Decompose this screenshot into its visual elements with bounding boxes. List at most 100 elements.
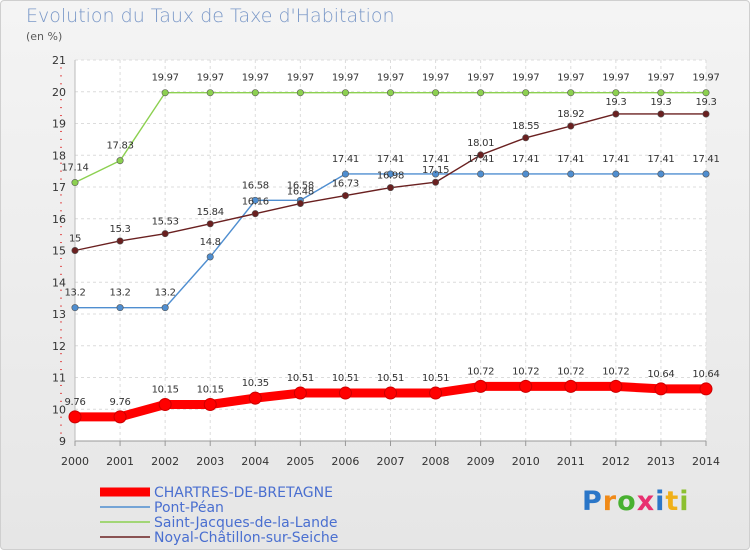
x-tick-label: 2002 bbox=[151, 455, 179, 468]
data-label: 16.58 bbox=[242, 180, 269, 191]
y-tick-label: 9 bbox=[59, 435, 66, 448]
data-label: 19.97 bbox=[557, 73, 584, 84]
data-point bbox=[386, 89, 394, 97]
data-point bbox=[654, 382, 668, 396]
data-label: 19.97 bbox=[152, 73, 179, 84]
data-point bbox=[567, 89, 575, 97]
data-point bbox=[203, 397, 217, 411]
y-tick-label: 21 bbox=[52, 54, 66, 67]
data-label: 16.73 bbox=[332, 179, 359, 190]
data-point bbox=[477, 89, 485, 97]
x-tick-label: 2013 bbox=[647, 455, 675, 468]
data-label: 15 bbox=[69, 234, 81, 245]
data-label: 17.83 bbox=[107, 141, 134, 152]
data-label: 17.41 bbox=[557, 154, 584, 165]
data-point bbox=[338, 386, 352, 400]
data-label: 17.41 bbox=[332, 154, 359, 165]
data-label: 19.97 bbox=[512, 73, 539, 84]
data-label: 17.41 bbox=[692, 154, 719, 165]
logo-letter: r bbox=[602, 486, 618, 517]
data-point bbox=[699, 382, 713, 396]
data-label: 17.41 bbox=[512, 154, 539, 165]
data-point bbox=[251, 89, 259, 97]
data-point bbox=[293, 386, 307, 400]
logo-letter: i bbox=[679, 486, 690, 517]
data-point bbox=[341, 89, 349, 97]
data-point bbox=[702, 170, 710, 178]
data-point bbox=[386, 170, 394, 178]
data-label: 10.51 bbox=[287, 373, 314, 384]
data-label: 18.55 bbox=[512, 121, 539, 132]
data-label: 10.72 bbox=[467, 366, 494, 377]
data-point bbox=[702, 110, 710, 118]
data-label: 9.76 bbox=[64, 397, 85, 408]
data-point bbox=[657, 89, 665, 97]
data-point bbox=[612, 89, 620, 97]
data-point bbox=[251, 210, 259, 218]
data-label: 17.15 bbox=[422, 165, 449, 176]
data-label: 16.98 bbox=[377, 171, 404, 182]
data-label: 17.41 bbox=[647, 154, 674, 165]
data-label: 19.97 bbox=[242, 73, 269, 84]
data-point bbox=[612, 170, 620, 178]
logo-letter: x bbox=[636, 486, 656, 517]
data-point bbox=[68, 410, 82, 424]
data-label: 10.64 bbox=[692, 369, 719, 380]
x-tick-label: 2005 bbox=[286, 455, 314, 468]
series-lines bbox=[68, 89, 713, 424]
data-label: 19.97 bbox=[602, 73, 629, 84]
data-point bbox=[519, 379, 533, 393]
y-tick-label: 14 bbox=[52, 276, 66, 289]
data-label: 14.8 bbox=[200, 237, 221, 248]
legend-label: CHARTRES-DE-BRETAGNE bbox=[154, 485, 333, 501]
x-tick-label: 2010 bbox=[512, 455, 540, 468]
data-label: 9.76 bbox=[110, 397, 131, 408]
grid bbox=[74, 59, 707, 442]
y-tick-label: 18 bbox=[52, 149, 66, 162]
data-point bbox=[432, 170, 440, 178]
data-label: 13.2 bbox=[64, 288, 85, 299]
data-label: 10.72 bbox=[602, 366, 629, 377]
data-point bbox=[657, 170, 665, 178]
data-label: 17.41 bbox=[377, 154, 404, 165]
data-point bbox=[567, 170, 575, 178]
data-point bbox=[522, 134, 530, 142]
y-tick-label: 10 bbox=[52, 403, 66, 416]
x-tick-label: 2003 bbox=[196, 455, 224, 468]
x-tick-label: 2004 bbox=[241, 455, 269, 468]
data-label: 19.3 bbox=[605, 97, 626, 108]
data-label: 10.35 bbox=[242, 378, 269, 389]
data-point bbox=[206, 220, 214, 228]
data-label: 10.64 bbox=[647, 369, 674, 380]
x-tick-label: 2001 bbox=[106, 455, 134, 468]
data-point bbox=[567, 122, 575, 130]
data-label: 19.97 bbox=[422, 73, 449, 84]
data-point bbox=[158, 397, 172, 411]
y-tick-label: 13 bbox=[52, 308, 66, 321]
y-tick-label: 15 bbox=[52, 245, 66, 258]
data-point bbox=[341, 170, 349, 178]
x-tick-label: 2011 bbox=[557, 455, 585, 468]
plot-area bbox=[75, 60, 706, 441]
data-label: 19.97 bbox=[647, 73, 674, 84]
data-label: 10.15 bbox=[197, 384, 224, 395]
legend-label: Saint-Jacques-de-la-Lande bbox=[154, 515, 338, 531]
data-point bbox=[432, 178, 440, 186]
data-point bbox=[206, 89, 214, 97]
data-point bbox=[248, 391, 262, 405]
logo-letter: i bbox=[655, 486, 666, 517]
data-point bbox=[657, 110, 665, 118]
data-point bbox=[296, 200, 304, 208]
data-label: 15.3 bbox=[110, 224, 131, 235]
data-label: 19.3 bbox=[650, 97, 671, 108]
data-point bbox=[432, 89, 440, 97]
data-label: 19.3 bbox=[695, 97, 716, 108]
data-point bbox=[296, 89, 304, 97]
data-label: 17.41 bbox=[422, 154, 449, 165]
data-label: 10.72 bbox=[512, 366, 539, 377]
x-tick-label: 2000 bbox=[61, 455, 89, 468]
data-point bbox=[116, 304, 124, 312]
data-label: 19.97 bbox=[332, 73, 359, 84]
data-point bbox=[477, 170, 485, 178]
logo-letter: P bbox=[582, 486, 603, 517]
